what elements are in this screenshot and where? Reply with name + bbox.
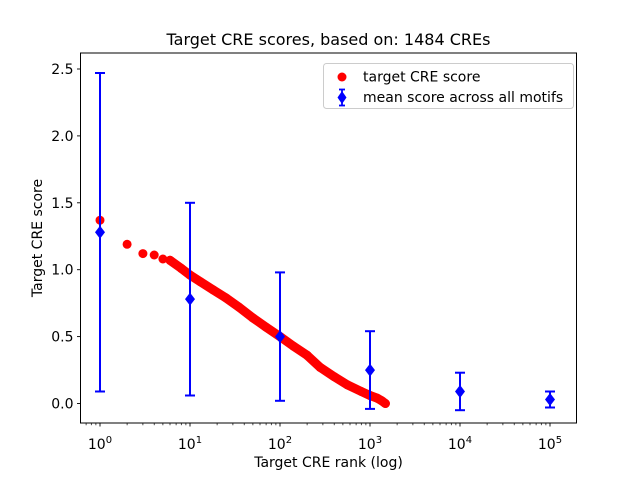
- legend-marker-target-icon: [337, 72, 347, 82]
- mean-diamond: [455, 385, 465, 398]
- mean-errorbar: [95, 72, 105, 393]
- target-score-dot: [248, 313, 258, 323]
- target-score-dot: [149, 250, 159, 260]
- target-score-dot: [158, 254, 168, 264]
- mean-errorbar: [455, 371, 465, 412]
- x-tick-label: 104: [448, 435, 472, 453]
- target-score-dot: [342, 380, 352, 390]
- mean-diamond: [95, 225, 105, 239]
- y-tick-label: 1.0: [51, 263, 73, 279]
- target-score-dot: [208, 285, 218, 295]
- legend-label-mean: mean score across all motifs: [363, 90, 563, 106]
- target-score-dot: [221, 293, 231, 303]
- x-axis-label: Target CRE rank (log): [253, 455, 403, 471]
- mean-diamond: [365, 363, 375, 377]
- y-tick-label: 2.0: [51, 129, 73, 145]
- mean-errorbar: [365, 330, 375, 410]
- mean-errorbar: [545, 390, 555, 409]
- legend-box: [323, 63, 574, 109]
- target-score-dot: [165, 255, 175, 265]
- y-axis-label: Target CRE score: [30, 179, 46, 298]
- target-score-dot: [176, 263, 186, 273]
- chart-title: Target CRE scores, based on: 1484 CREs: [166, 30, 491, 49]
- y-tick-label: 1.5: [51, 196, 73, 212]
- x-tick-label: 105: [538, 435, 562, 453]
- mean-diamond: [275, 330, 285, 344]
- target-score-dot: [288, 341, 298, 351]
- mean-diamond: [185, 292, 195, 306]
- target-score-dot: [356, 387, 366, 396]
- x-tick-label: 102: [268, 435, 292, 453]
- target-score-dot: [315, 362, 325, 372]
- target-score-dot: [234, 302, 244, 312]
- target-score-dot: [302, 350, 312, 360]
- legend: target CRE score mean score across all mo…: [323, 63, 574, 109]
- y-tick-label: 0.5: [51, 330, 73, 346]
- mean-errorbar: [185, 201, 195, 397]
- mean-errorbar: [275, 271, 285, 402]
- x-tick-label: 100: [88, 435, 112, 453]
- y-tick-label: 2.5: [51, 62, 73, 78]
- plot-border: [80, 52, 577, 424]
- mean-diamond: [545, 393, 555, 406]
- x-tick-label: 101: [178, 435, 202, 453]
- legend-label-target: target CRE score: [363, 70, 480, 86]
- target-score-dot: [195, 277, 205, 287]
- x-tick-label: 103: [358, 435, 382, 453]
- target-score-dot: [122, 239, 132, 249]
- target-score-dot: [138, 249, 148, 259]
- y-tick-label: 0.0: [51, 397, 73, 413]
- target-score-dot: [329, 372, 339, 382]
- target-score-dot: [380, 399, 390, 408]
- legend-marker-mean-icon: [337, 88, 347, 107]
- target-score-dot: [261, 322, 271, 332]
